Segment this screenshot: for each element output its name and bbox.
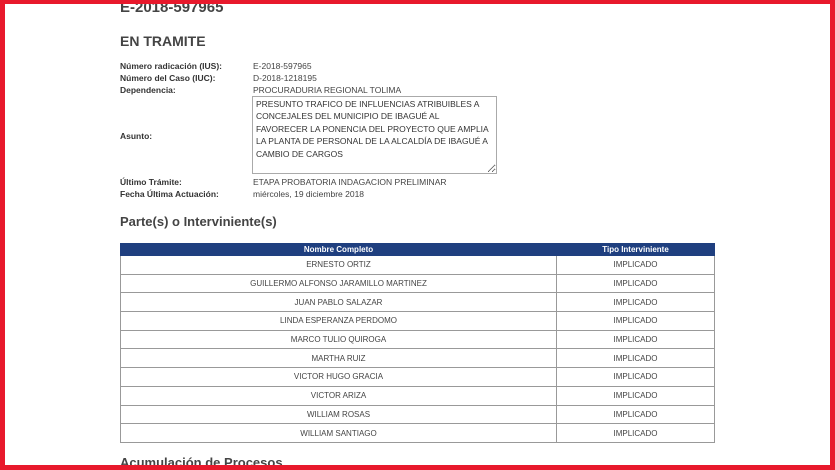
party-type-cell: IMPLICADO xyxy=(556,367,715,387)
asunto-label: Asunto: xyxy=(120,131,153,141)
fecha-label: Fecha Última Actuación: xyxy=(120,189,219,199)
ultimo-tramite-value: ETAPA PROBATORIA INDAGACION PRELIMINAR xyxy=(253,177,447,187)
asunto-textarea[interactable]: PRESUNTO TRAFICO DE INFLUENCIAS ATRIBUIB… xyxy=(252,96,497,174)
party-type-cell: IMPLICADO xyxy=(556,329,715,350)
party-name-cell: GUILLERMO ALFONSO JARAMILLO MARTINEZ xyxy=(120,273,557,294)
table-row: WILLIAM ROSAS IMPLICADO xyxy=(120,404,715,425)
table-row: MARCO TULIO QUIROGA IMPLICADO xyxy=(120,329,715,350)
party-type-cell: IMPLICADO xyxy=(556,311,715,331)
table-row: MARTHA RUIZ IMPLICADO xyxy=(120,348,715,369)
party-type-cell: IMPLICADO xyxy=(556,273,715,294)
ultimo-tramite-label: Último Trámite: xyxy=(120,177,182,187)
case-title: E-2018-597965 xyxy=(120,0,224,16)
party-type-cell: IMPLICADO xyxy=(556,292,715,313)
ius-label: Número radicación (IUS): xyxy=(120,61,223,71)
party-name-cell: MARCO TULIO QUIROGA xyxy=(120,329,557,350)
party-name-cell: WILLIAM ROSAS xyxy=(120,404,557,425)
iuc-value: D-2018-1218195 xyxy=(253,73,317,83)
party-name-cell: WILLIAM SANTIAGO xyxy=(120,423,557,443)
party-type-cell: IMPLICADO xyxy=(556,385,715,406)
party-name-cell: LINDA ESPERANZA PERDOMO xyxy=(120,311,557,331)
parties-table: Nombre Completo Tipo Interviniente ERNES… xyxy=(120,243,715,443)
table-row: LINDA ESPERANZA PERDOMO IMPLICADO xyxy=(120,311,715,331)
party-name-cell: ERNESTO ORTIZ xyxy=(120,255,557,275)
acumulacion-heading: Acumulación de Procesos xyxy=(120,455,283,470)
table-row: JUAN PABLO SALAZAR IMPLICADO xyxy=(120,292,715,313)
table-row: GUILLERMO ALFONSO JARAMILLO MARTINEZ IMPL… xyxy=(120,273,715,294)
party-type-cell: IMPLICADO xyxy=(556,404,715,425)
table-row: VICTOR HUGO GRACIA IMPLICADO xyxy=(120,367,715,387)
party-type-cell: IMPLICADO xyxy=(556,255,715,275)
party-name-cell: VICTOR ARIZA xyxy=(120,385,557,406)
case-status: EN TRAMITE xyxy=(120,33,206,49)
dependencia-value: PROCURADURIA REGIONAL TOLIMA xyxy=(253,85,402,95)
party-name-cell: JUAN PABLO SALAZAR xyxy=(120,292,557,313)
party-name-cell: VICTOR HUGO GRACIA xyxy=(120,367,557,387)
ius-value: E-2018-597965 xyxy=(253,61,312,71)
fecha-value: miércoles, 19 diciembre 2018 xyxy=(253,189,365,199)
column-header-name: Nombre Completo xyxy=(120,243,557,256)
table-row: VICTOR ARIZA IMPLICADO xyxy=(120,385,715,406)
party-type-cell: IMPLICADO xyxy=(556,348,715,369)
party-name-cell: MARTHA RUIZ xyxy=(120,348,557,369)
dependencia-label: Dependencia: xyxy=(120,85,176,95)
table-row: ERNESTO ORTIZ IMPLICADO xyxy=(120,255,715,275)
party-type-cell: IMPLICADO xyxy=(556,423,715,443)
iuc-label: Número del Caso (IUC): xyxy=(120,73,216,83)
parties-heading: Parte(s) o Interviniente(s) xyxy=(120,214,277,229)
column-header-type: Tipo Interviniente xyxy=(556,243,715,256)
table-row: WILLIAM SANTIAGO IMPLICADO xyxy=(120,423,715,443)
